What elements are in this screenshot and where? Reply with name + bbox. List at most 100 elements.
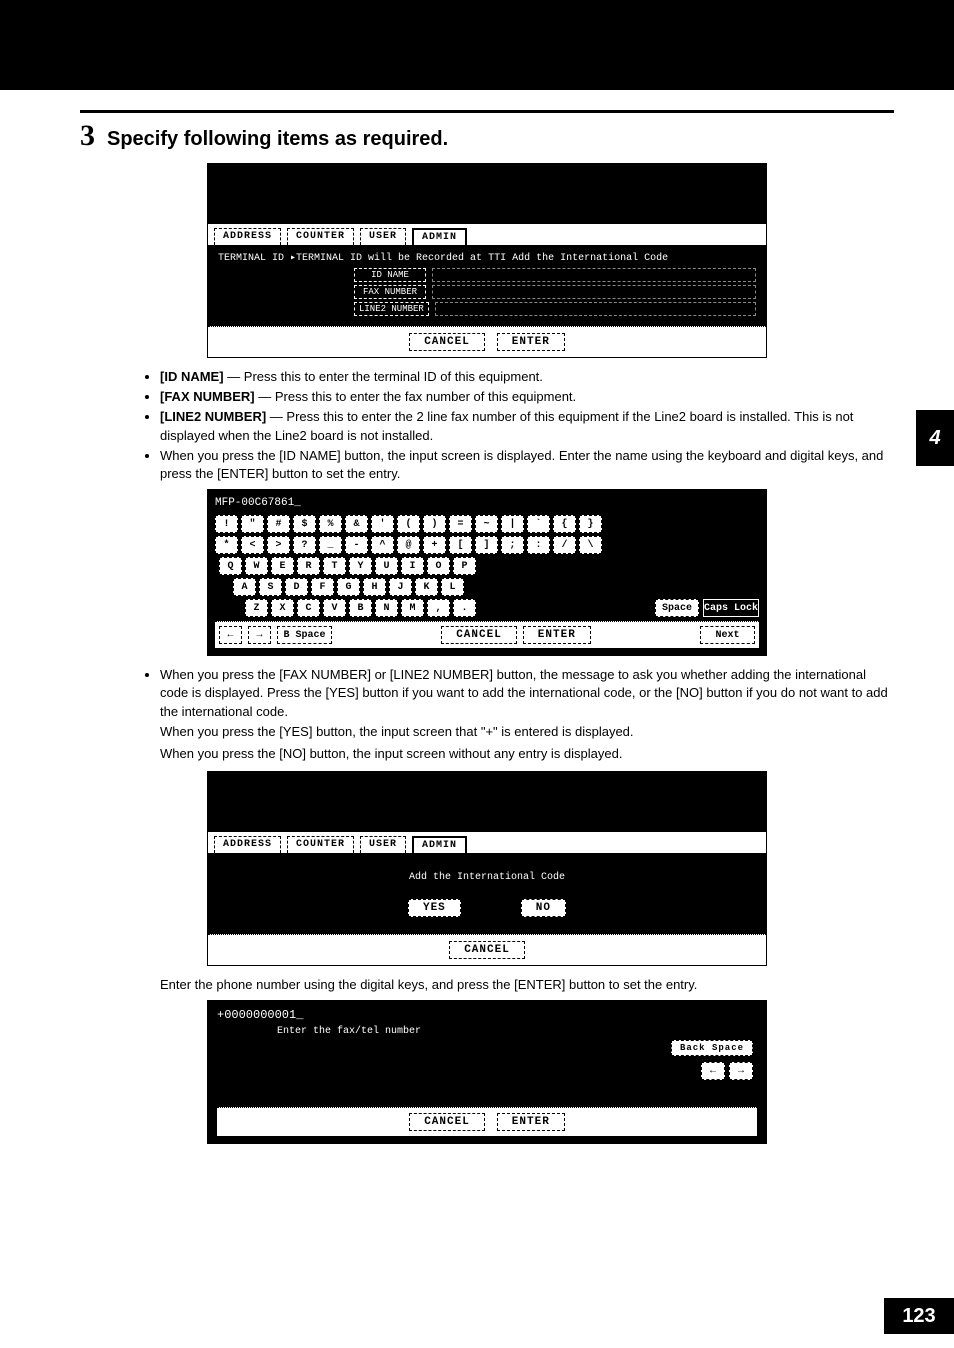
- key-<[interactable]: <: [241, 536, 264, 554]
- bullet-idname-press: When you press the [ID NAME] button, the…: [160, 447, 894, 483]
- key-.[interactable]: .: [453, 599, 476, 617]
- key-g[interactable]: G: [337, 578, 360, 596]
- key-`[interactable]: `: [527, 515, 550, 533]
- key-+[interactable]: +: [423, 536, 446, 554]
- key-d[interactable]: D: [285, 578, 308, 596]
- step-number: 3: [80, 119, 95, 153]
- tab-user-2[interactable]: USER: [360, 836, 406, 853]
- id-name-field[interactable]: [432, 268, 756, 282]
- key-}[interactable]: }: [579, 515, 602, 533]
- key-h[interactable]: H: [363, 578, 386, 596]
- number-value: +0000000001_: [217, 1008, 757, 1022]
- key-[[interactable]: [: [449, 536, 472, 554]
- key-?[interactable]: ?: [293, 536, 316, 554]
- key-q[interactable]: Q: [219, 557, 242, 575]
- key-{[interactable]: {: [553, 515, 576, 533]
- kbd-cancel-button[interactable]: CANCEL: [441, 626, 517, 644]
- enter-button[interactable]: ENTER: [497, 333, 565, 351]
- num-backspace-button[interactable]: Back Space: [671, 1040, 753, 1056]
- key-c[interactable]: C: [297, 599, 320, 617]
- tab-counter[interactable]: COUNTER: [287, 228, 354, 245]
- line2-number-button[interactable]: LINE2 NUMBER: [354, 302, 429, 316]
- line2-number-field[interactable]: [435, 302, 756, 316]
- key-;[interactable]: ;: [501, 536, 524, 554]
- key-w[interactable]: W: [245, 557, 268, 575]
- key-f[interactable]: F: [311, 578, 334, 596]
- arrow-left-key[interactable]: ←: [219, 626, 242, 644]
- intl-cancel-button[interactable]: CANCEL: [449, 941, 525, 959]
- key->[interactable]: >: [267, 536, 290, 554]
- key-n[interactable]: N: [375, 599, 398, 617]
- key-u[interactable]: U: [375, 557, 398, 575]
- key-y[interactable]: Y: [349, 557, 372, 575]
- capslock-key[interactable]: Caps Lock: [703, 599, 759, 617]
- kbd-enter-button[interactable]: ENTER: [523, 626, 591, 644]
- breadcrumb-text: TERMINAL ID ▸TERMINAL ID will be Recorde…: [218, 252, 756, 264]
- bullet-fax-number: [FAX NUMBER] — Press this to enter the f…: [160, 388, 894, 406]
- key-([interactable]: (: [397, 515, 420, 533]
- key-![interactable]: !: [215, 515, 238, 533]
- key-~[interactable]: ~: [475, 515, 498, 533]
- key--[interactable]: -: [345, 536, 368, 554]
- number-entry-screenshot: +0000000001_ Enter the fax/tel number Ba…: [207, 1000, 767, 1144]
- key-|[interactable]: |: [501, 515, 524, 533]
- tab-user[interactable]: USER: [360, 228, 406, 245]
- key-t[interactable]: T: [323, 557, 346, 575]
- arrow-right-key[interactable]: →: [248, 626, 271, 644]
- key-/[interactable]: /: [553, 536, 576, 554]
- key-@[interactable]: @: [397, 536, 420, 554]
- key-s[interactable]: S: [259, 578, 282, 596]
- key-r[interactable]: R: [297, 557, 320, 575]
- key-a[interactable]: A: [233, 578, 256, 596]
- backspace-key[interactable]: B Space: [277, 626, 332, 644]
- key-x[interactable]: X: [271, 599, 294, 617]
- tab-counter-2[interactable]: COUNTER: [287, 836, 354, 853]
- key-)[interactable]: ): [423, 515, 446, 533]
- key-j[interactable]: J: [389, 578, 412, 596]
- tab-address-2[interactable]: ADDRESS: [214, 836, 281, 853]
- key-o[interactable]: O: [427, 557, 450, 575]
- key-p[interactable]: P: [453, 557, 476, 575]
- kbd-entry-value: MFP-00C67861_: [215, 497, 759, 509]
- tab-admin-2[interactable]: ADMIN: [412, 836, 467, 853]
- cancel-button[interactable]: CANCEL: [409, 333, 485, 351]
- no-button[interactable]: NO: [521, 899, 566, 917]
- key-,[interactable]: ,: [427, 599, 450, 617]
- key-&[interactable]: &: [345, 515, 368, 533]
- num-arrow-left[interactable]: ←: [701, 1062, 725, 1080]
- num-enter-button[interactable]: ENTER: [497, 1113, 565, 1131]
- key-#[interactable]: #: [267, 515, 290, 533]
- key-l[interactable]: L: [441, 578, 464, 596]
- key-m[interactable]: M: [401, 599, 424, 617]
- key-=[interactable]: =: [449, 515, 472, 533]
- tab-address[interactable]: ADDRESS: [214, 228, 281, 245]
- key-%[interactable]: %: [319, 515, 342, 533]
- key-'[interactable]: ': [371, 515, 394, 533]
- num-arrow-right[interactable]: →: [729, 1062, 753, 1080]
- key-e[interactable]: E: [271, 557, 294, 575]
- keyboard-screenshot: MFP-00C67861_ !"#$%&'()=~|`{} *<>?_-^@+[…: [207, 489, 767, 656]
- key-z[interactable]: Z: [245, 599, 268, 617]
- key-i[interactable]: I: [401, 557, 424, 575]
- key-v[interactable]: V: [323, 599, 346, 617]
- fax-number-button[interactable]: FAX NUMBER: [354, 285, 426, 299]
- space-key[interactable]: Space: [655, 599, 699, 617]
- text-no-result: When you press the [NO] button, the inpu…: [80, 745, 894, 763]
- key-\[interactable]: \: [579, 536, 602, 554]
- key-][interactable]: ]: [475, 536, 498, 554]
- key-*[interactable]: *: [215, 536, 238, 554]
- next-key[interactable]: Next: [700, 626, 755, 644]
- fax-number-field[interactable]: [432, 285, 756, 299]
- key-k[interactable]: K: [415, 578, 438, 596]
- key-$[interactable]: $: [293, 515, 316, 533]
- key-^[interactable]: ^: [371, 536, 394, 554]
- tab-admin[interactable]: ADMIN: [412, 228, 467, 245]
- key-b[interactable]: B: [349, 599, 372, 617]
- key-:[interactable]: :: [527, 536, 550, 554]
- num-cancel-button[interactable]: CANCEL: [409, 1113, 485, 1131]
- key-_[interactable]: _: [319, 536, 342, 554]
- bullet-id-name: [ID NAME] — Press this to enter the term…: [160, 368, 894, 386]
- yes-button[interactable]: YES: [408, 899, 461, 917]
- id-name-button[interactable]: ID NAME: [354, 268, 426, 282]
- key-"[interactable]: ": [241, 515, 264, 533]
